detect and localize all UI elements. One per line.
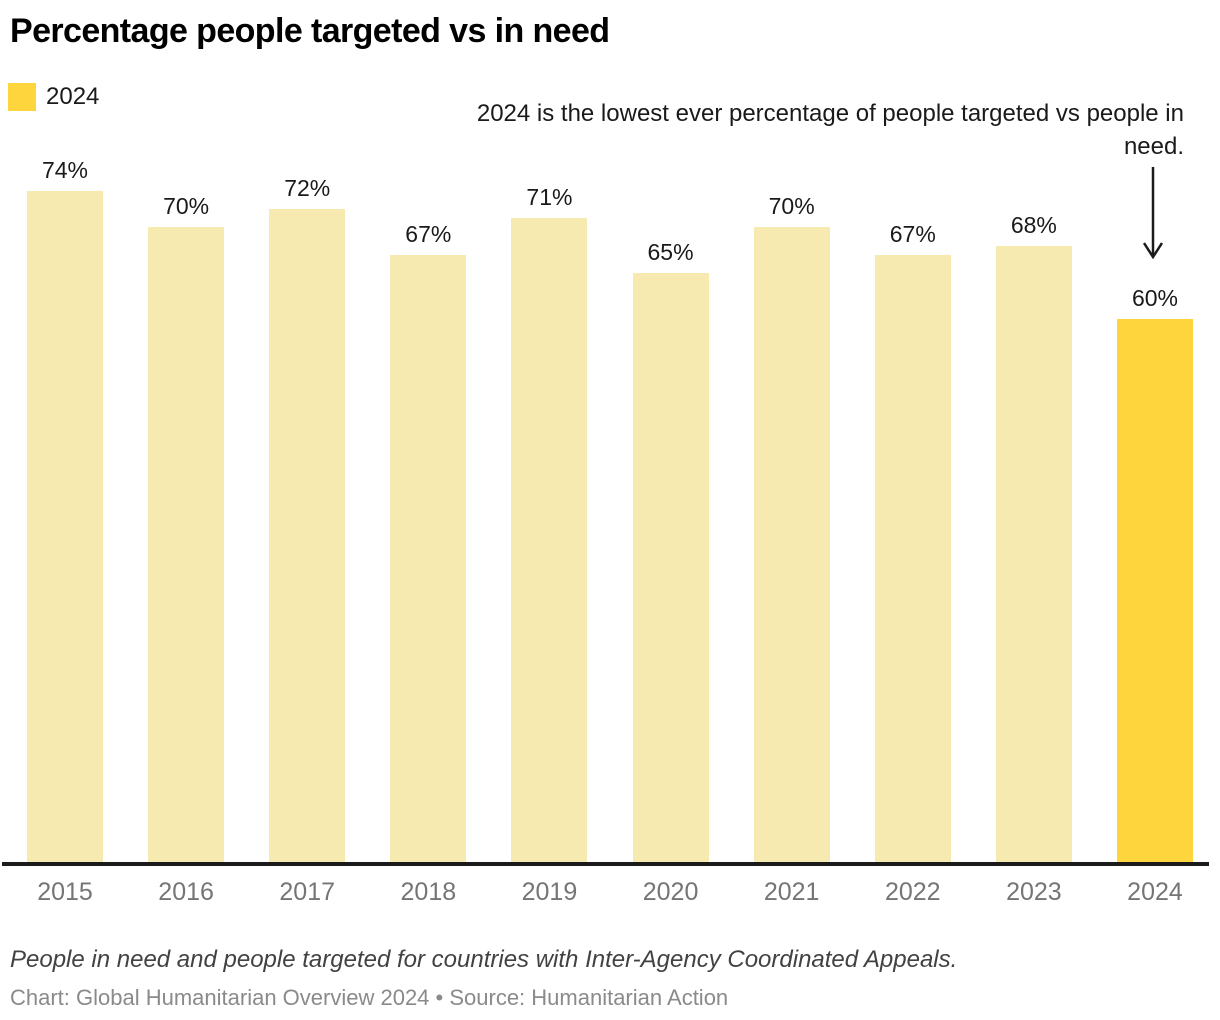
bar-2017[interactable] [269, 209, 346, 866]
bar-value-label-2017: 72% [284, 175, 331, 201]
legend-swatch-2024 [8, 83, 36, 111]
bar-group-2024: 60% [1116, 285, 1193, 866]
bar-value-label-2022: 67% [889, 221, 936, 247]
bar-2022[interactable] [874, 255, 951, 866]
annotation-text: 2024 is the lowest ever percentage of pe… [476, 100, 1184, 160]
x-axis-label-2021: 2021 [763, 878, 820, 906]
bar-group-2023: 68% [995, 212, 1072, 866]
bar-value-label-2015: 74% [41, 157, 89, 183]
bar-value-label-2018: 67% [405, 221, 452, 247]
bar-2020[interactable] [632, 273, 709, 866]
x-axis-label-2018: 2018 [400, 878, 457, 906]
bars-container: 74% 70% 72% 67% 71% 65% 70% 67% 68% 60% [27, 150, 1193, 866]
legend-label: 2024 [46, 83, 100, 110]
plot-area: 74% 70% 72% 67% 71% 65% 70% 67% 68% 60% [27, 150, 1193, 866]
bar-value-label-2021: 70% [768, 193, 815, 219]
bar-2016[interactable] [148, 227, 225, 866]
x-axis-labels: 2015 2016 2017 2018 2019 2020 2021 2022 2023 2024 [27, 878, 1193, 907]
bar-group-2021: 70% [753, 193, 830, 866]
bar-2019[interactable] [511, 218, 588, 866]
bar-group-2022: 67% [874, 221, 951, 866]
bar-group-2018: 67% [390, 221, 467, 866]
legend: 2024 [8, 83, 99, 111]
bar-2023[interactable] [995, 246, 1072, 866]
bar-value-label-2016: 70% [163, 193, 210, 219]
chart-title: Percentage people targeted vs in need [10, 12, 610, 50]
x-axis-label-2017: 2017 [279, 878, 336, 906]
x-axis-label-2020: 2020 [642, 878, 699, 906]
down-arrow-icon [1142, 167, 1164, 268]
bar-value-label-2024: 60% [1131, 285, 1178, 311]
x-axis-label-2024: 2024 [1127, 878, 1183, 906]
bar-group-2015: 74% [27, 157, 103, 866]
bar-2024[interactable] [1116, 319, 1193, 866]
x-axis-label-2016: 2016 [158, 878, 214, 906]
bar-2015[interactable] [27, 191, 103, 866]
chart-credit: Chart: Global Humanitarian Overview 2024… [10, 985, 729, 1010]
bar-group-2020: 65% [632, 239, 709, 866]
x-axis-label-2023: 2023 [1006, 878, 1062, 906]
bar-2018[interactable] [390, 255, 467, 866]
x-axis-label-2015: 2015 [37, 878, 93, 906]
x-axis-label-2019: 2019 [521, 878, 578, 906]
bar-2021[interactable] [753, 227, 830, 866]
x-axis-line [2, 862, 1209, 866]
x-axis-label-2022: 2022 [884, 878, 941, 906]
bar-value-label-2023: 68% [1010, 212, 1057, 238]
bar-value-label-2020: 65% [647, 239, 694, 265]
bar-value-label-2019: 71% [526, 184, 573, 210]
bar-group-2016: 70% [148, 193, 225, 866]
bar-group-2017: 72% [269, 175, 346, 866]
chart-caption: People in need and people targeted for c… [10, 946, 958, 973]
bar-group-2019: 71% [511, 184, 588, 866]
